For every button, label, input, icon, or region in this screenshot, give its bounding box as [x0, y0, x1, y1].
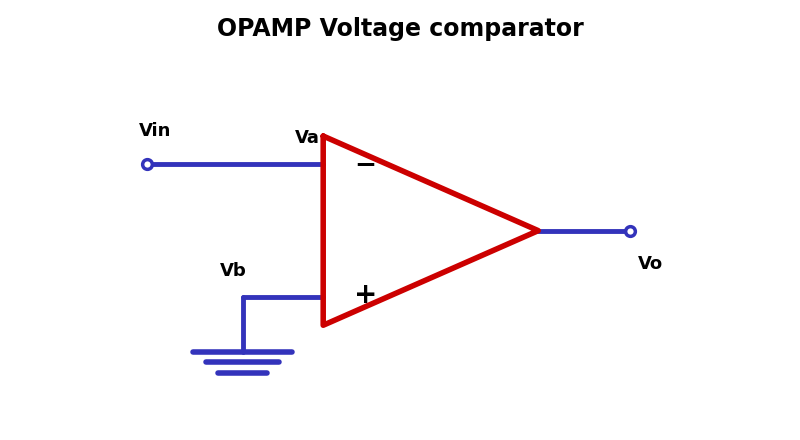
Text: Vin: Vin [139, 122, 171, 140]
Text: −: − [354, 153, 377, 180]
Text: +: + [354, 281, 377, 309]
Title: OPAMP Voltage comparator: OPAMP Voltage comparator [217, 17, 583, 41]
Text: Va: Va [294, 129, 319, 147]
Text: Vo: Vo [638, 255, 663, 273]
Text: Vb: Vb [220, 262, 246, 280]
